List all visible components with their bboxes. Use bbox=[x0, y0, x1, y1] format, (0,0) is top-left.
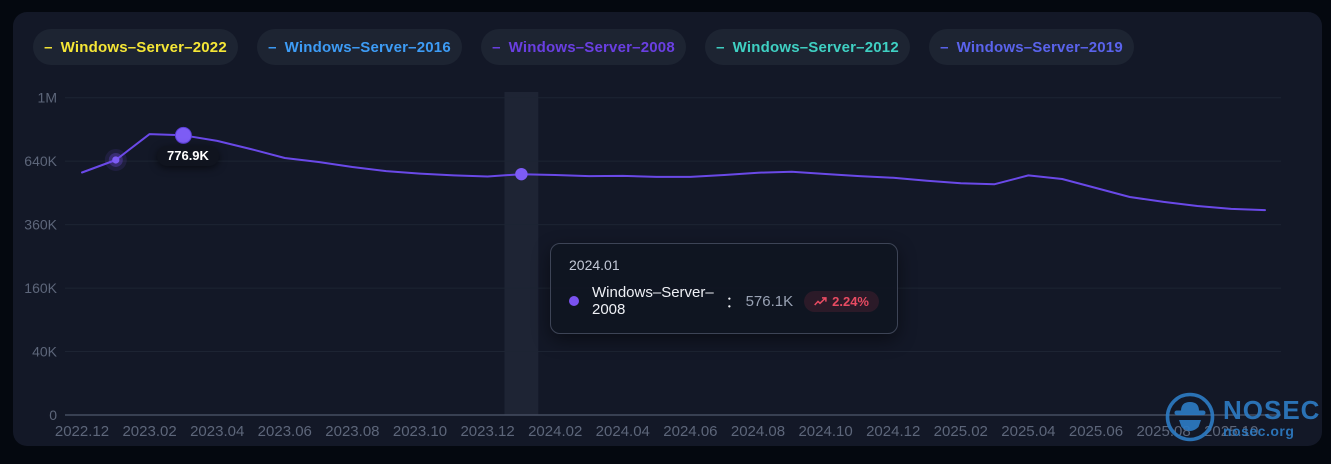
tooltip-series-name: Windows–Server–2008 bbox=[592, 284, 714, 318]
hover-band bbox=[504, 92, 539, 415]
trend-up-icon bbox=[814, 296, 827, 306]
chart-panel bbox=[13, 12, 1322, 446]
y-tick-label: 0 bbox=[49, 407, 57, 423]
y-tick-label: 640K bbox=[24, 153, 57, 169]
legend-line-marker: – bbox=[492, 38, 501, 56]
hover-tooltip: 2024.01 Windows–Server–2008 ： 576.1K 2.2… bbox=[550, 243, 898, 334]
tooltip-separator: ： bbox=[725, 293, 741, 311]
legend-line-marker: – bbox=[268, 38, 277, 56]
data-point-marker[interactable] bbox=[112, 156, 120, 164]
peak-value-label: 776.9K bbox=[157, 146, 219, 166]
legend-label: Windows–Server–2019 bbox=[956, 38, 1123, 56]
watermark-domain: nosec.org bbox=[1223, 422, 1295, 439]
peak-data-point-marker[interactable] bbox=[174, 126, 192, 144]
legend: – Windows–Server–2022 – Windows–Server–2… bbox=[33, 29, 1134, 65]
x-tick-label: 2023.06 bbox=[258, 423, 312, 440]
x-tick-label: 2025.06 bbox=[1069, 423, 1123, 440]
hovered-data-point-marker[interactable] bbox=[515, 167, 528, 181]
legend-item-windows-server-2012[interactable]: – Windows–Server–2012 bbox=[705, 29, 910, 65]
tooltip-series-row: Windows–Server–2008 ： 576.1K 2.24% bbox=[569, 284, 879, 318]
x-tick-label: 2025.10 bbox=[1204, 423, 1258, 440]
legend-line-marker: – bbox=[716, 38, 725, 56]
series-line-windows-server-2008[interactable] bbox=[81, 133, 1266, 212]
legend-item-windows-server-2022[interactable]: – Windows–Server–2022 bbox=[33, 29, 238, 65]
tooltip-value: 576.1K bbox=[745, 292, 794, 310]
x-tick-label: 2024.12 bbox=[866, 423, 920, 440]
nosec-watermark[interactable]: NOSEC nosec.org bbox=[1164, 391, 1320, 443]
series-color-dot bbox=[569, 296, 579, 306]
legend-label: Windows–Server–2022 bbox=[60, 38, 227, 56]
legend-label: Windows–Server–2008 bbox=[508, 38, 675, 56]
x-tick-label: 2024.08 bbox=[731, 423, 785, 440]
y-tick-label: 40K bbox=[32, 344, 58, 360]
legend-label: Windows–Server–2016 bbox=[284, 38, 451, 56]
legend-item-windows-server-2019[interactable]: – Windows–Server–2019 bbox=[929, 29, 1134, 65]
y-tick-label: 1M bbox=[38, 90, 57, 106]
x-tick-label: 2024.02 bbox=[528, 423, 582, 440]
x-tick-label: 2023.04 bbox=[190, 423, 244, 440]
legend-item-windows-server-2016[interactable]: – Windows–Server–2016 bbox=[257, 29, 462, 65]
x-tick-label: 2024.06 bbox=[663, 423, 717, 440]
legend-line-marker: – bbox=[44, 38, 53, 56]
x-tick-label: 2022.12 bbox=[55, 423, 109, 440]
y-tick-label: 360K bbox=[24, 217, 57, 233]
legend-label: Windows–Server–2012 bbox=[732, 38, 899, 56]
x-tick-label: 2025.04 bbox=[1001, 423, 1055, 440]
y-tick-label: 160K bbox=[24, 280, 57, 296]
x-tick-label: 2024.10 bbox=[798, 423, 852, 440]
tooltip-date: 2024.01 bbox=[569, 257, 620, 273]
legend-line-marker: – bbox=[940, 38, 949, 56]
x-tick-label: 2023.12 bbox=[460, 423, 514, 440]
spy-logo-icon bbox=[1165, 392, 1215, 442]
x-tick-label: 2025.02 bbox=[934, 423, 988, 440]
change-percent: 2.24% bbox=[832, 293, 869, 309]
x-tick-label: 2024.04 bbox=[596, 423, 650, 440]
x-tick-label: 2023.08 bbox=[325, 423, 379, 440]
legend-item-windows-server-2008[interactable]: – Windows–Server–2008 bbox=[481, 29, 686, 65]
watermark-name: NOSEC bbox=[1223, 394, 1321, 425]
x-tick-label: 2023.10 bbox=[393, 423, 447, 440]
x-tick-label: 2023.02 bbox=[122, 423, 176, 440]
change-badge: 2.24% bbox=[804, 290, 879, 312]
